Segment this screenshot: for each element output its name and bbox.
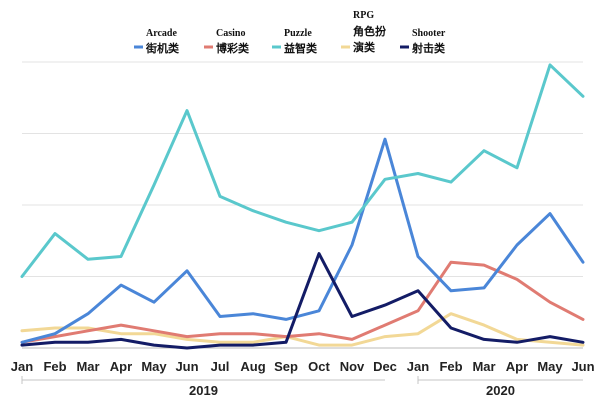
x-tick-label: Nov [340,359,365,374]
x-tick-label: Apr [506,359,528,374]
legend-label-zh: 益智类 [284,41,318,55]
x-tick-label: Sep [274,359,298,374]
x-tick-label: May [537,359,563,374]
series-lines [20,63,585,350]
x-tick-label: Jun [175,359,198,374]
x-tick-label: Jan [11,359,33,374]
series-line-rpg [20,312,585,347]
series-line-arcade [20,137,585,344]
x-tick-label: Feb [43,359,66,374]
legend-label-en: Puzzle [284,28,312,39]
x-tick-label: Feb [439,359,462,374]
legend-label-zh: 角色扮 [353,24,386,38]
legend-label-zh: 博彩类 [216,41,250,55]
x-tick-label: Aug [240,359,265,374]
series-line-shooter [20,252,585,350]
x-tick-label: Dec [373,359,397,374]
legend-label-en: RPG [353,10,374,21]
year-group-label: 2020 [486,383,515,398]
x-tick-label: Apr [110,359,132,374]
x-tick-label: May [141,359,167,374]
legend-label-en: Arcade [146,28,177,39]
legend-label-en: Shooter [412,28,446,39]
legend-item-shooter: Shooter 射击类 [400,28,446,55]
legend-item-arcade: Arcade 街机类 [134,28,180,55]
legend-label-zh: 射击类 [411,41,446,55]
grid [22,61,583,349]
legend-label-zh: 演类 [353,40,376,54]
x-tick-label: Jan [407,359,429,374]
legend-label-zh: 街机类 [145,41,180,55]
x-tick-label: Jul [211,359,230,374]
x-tick-label: Mar [472,359,495,374]
legend-item-casino: Casino 博彩类 [204,28,250,55]
x-tick-label: Oct [308,359,330,374]
year-group-label: 2019 [189,383,218,398]
legend-label-en: Casino [216,28,245,39]
x-tick-label: Jun [571,359,594,374]
series-line-casino [20,260,585,344]
x-axis: Jan Feb Mar Apr May Jun Jul Aug Sep Oct Nov Dec Jan F… [11,359,595,398]
legend-item-puzzle: Puzzle 益智类 [272,28,318,55]
x-tick-label: Mar [76,359,99,374]
series-line-puzzle [20,63,585,278]
